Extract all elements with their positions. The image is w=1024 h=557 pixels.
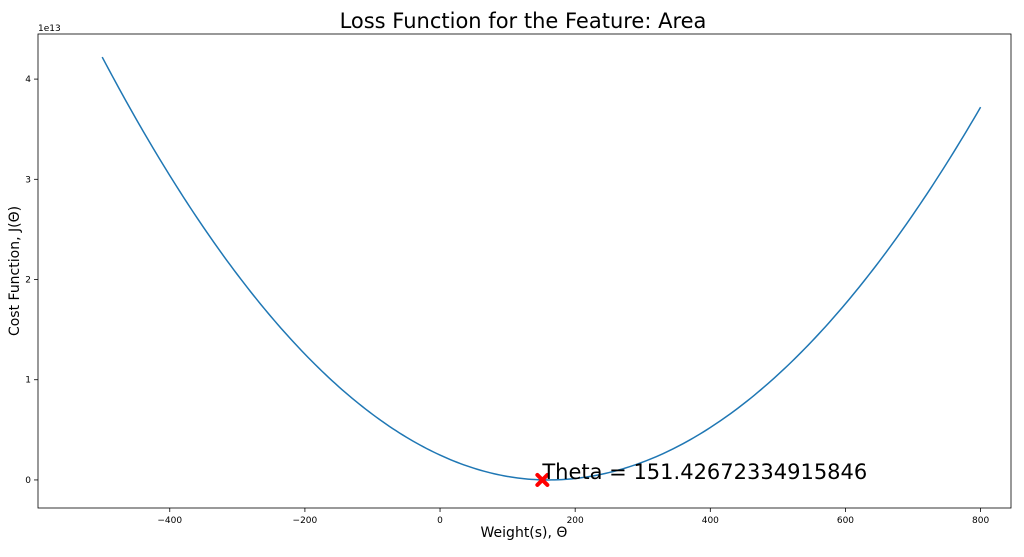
x-axis-ticks: −400 −200 0 200 400 600 800 [157, 508, 989, 526]
y-tick-label: 1 [25, 376, 31, 386]
x-tick-label: −200 [293, 516, 318, 526]
y-tick-label: 3 [25, 175, 31, 185]
x-tick-label: 200 [567, 516, 584, 526]
y-tick-label: 0 [25, 476, 31, 486]
y-tick-label: 2 [25, 276, 31, 286]
y-tick-label: 4 [25, 75, 31, 85]
x-tick-label: 600 [837, 516, 854, 526]
chart-title: Loss Function for the Feature: Area [340, 9, 707, 33]
y-offset-label: 1e13 [38, 24, 61, 34]
x-axis-label: Weight(s), Θ [481, 525, 568, 541]
x-tick-label: −400 [157, 516, 182, 526]
y-axis-label: Cost Function, J(Θ) [7, 206, 23, 336]
minimum-marker [535, 472, 550, 487]
x-tick-label: 400 [702, 516, 719, 526]
axes-frame [37, 33, 1012, 509]
theta-annotation: Theta = 151.42672334915846 [541, 460, 867, 484]
minimum-marker-stroke [535, 472, 550, 487]
y-axis-ticks: 0 1 2 3 4 [25, 75, 38, 486]
plot-area: −400 −200 0 200 400 600 800 0 1 2 3 4 Theta = 151.… [25, 56, 989, 526]
x-tick-label: 800 [972, 516, 989, 526]
x-tick-label: 0 [437, 516, 443, 526]
